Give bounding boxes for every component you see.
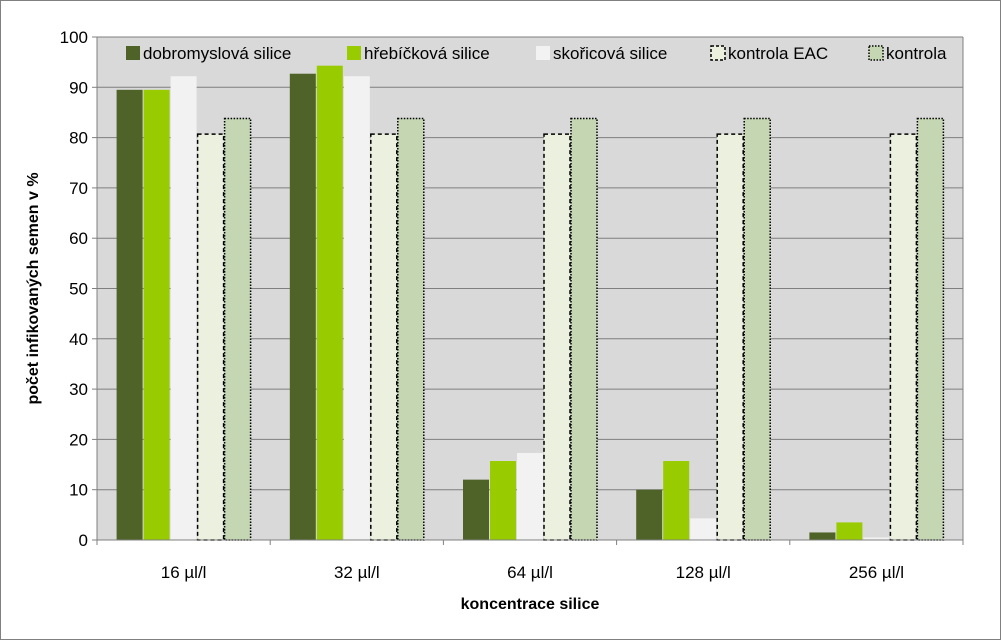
bar <box>570 117 598 541</box>
y-tick-label: 80 <box>69 129 88 148</box>
x-tick-label: 64 µl/l <box>507 563 553 582</box>
bar <box>196 133 225 541</box>
y-tick-label: 0 <box>79 531 88 550</box>
bar <box>143 89 170 540</box>
bar <box>663 461 690 540</box>
bar <box>716 133 744 541</box>
bar <box>116 89 143 540</box>
legend-swatch <box>347 46 361 60</box>
legend-swatch <box>710 45 726 61</box>
bar <box>343 76 370 540</box>
legend-swatch <box>536 46 550 60</box>
bar <box>809 532 836 540</box>
bar <box>690 518 717 540</box>
legend-label: dobromyslová silice <box>143 44 291 63</box>
legend-label: kontrola <box>886 44 947 63</box>
bar <box>289 73 316 541</box>
bar <box>916 117 945 541</box>
bar <box>170 76 197 540</box>
bar <box>463 479 489 540</box>
legend: dobromyslová silice hřebíčková silice skoř… <box>126 44 947 63</box>
y-tick-label: 60 <box>69 229 88 248</box>
bar <box>743 117 771 541</box>
bar <box>889 133 918 541</box>
x-tick-label: 256 µl/l <box>849 563 904 582</box>
bar <box>863 537 890 540</box>
y-axis-ticks: 0 10 20 30 40 50 60 70 80 90 100 <box>60 28 97 550</box>
x-axis-title: koncentrace silice <box>461 596 600 613</box>
y-tick-label: 40 <box>69 330 88 349</box>
y-tick-label: 30 <box>69 380 88 399</box>
bar <box>370 133 398 541</box>
bar <box>490 461 516 540</box>
y-tick-label: 90 <box>69 78 88 97</box>
y-tick-label: 70 <box>69 179 88 198</box>
axes <box>96 37 964 541</box>
y-axis-title: počet infikovaných semen v % <box>25 172 42 404</box>
y-tick-label: 10 <box>69 481 88 500</box>
y-tick-label: 20 <box>69 430 88 449</box>
legend-swatch <box>126 46 140 60</box>
y-tick-label: 50 <box>69 280 88 299</box>
bar <box>397 117 425 541</box>
y-tick-label: 100 <box>60 28 88 47</box>
x-axis-ticks: 16 µl/l 32 µl/l 64 µl/l 128 µl/l 256 µl/l <box>96 540 964 582</box>
bar <box>223 117 252 541</box>
legend-label: skořicová silice <box>553 44 667 63</box>
x-tick-label: 128 µl/l <box>676 563 731 582</box>
bar <box>836 522 863 540</box>
legend-swatch <box>868 45 884 61</box>
x-tick-label: 32 µl/l <box>334 563 380 582</box>
bars <box>116 65 945 541</box>
x-tick-label: 16 µl/l <box>161 563 207 582</box>
legend-label: kontrola EAC <box>728 44 828 63</box>
bar <box>636 489 663 540</box>
legend-label: hřebíčková silice <box>364 44 490 63</box>
bar <box>517 452 543 540</box>
bar <box>543 133 571 541</box>
bar <box>316 65 343 541</box>
